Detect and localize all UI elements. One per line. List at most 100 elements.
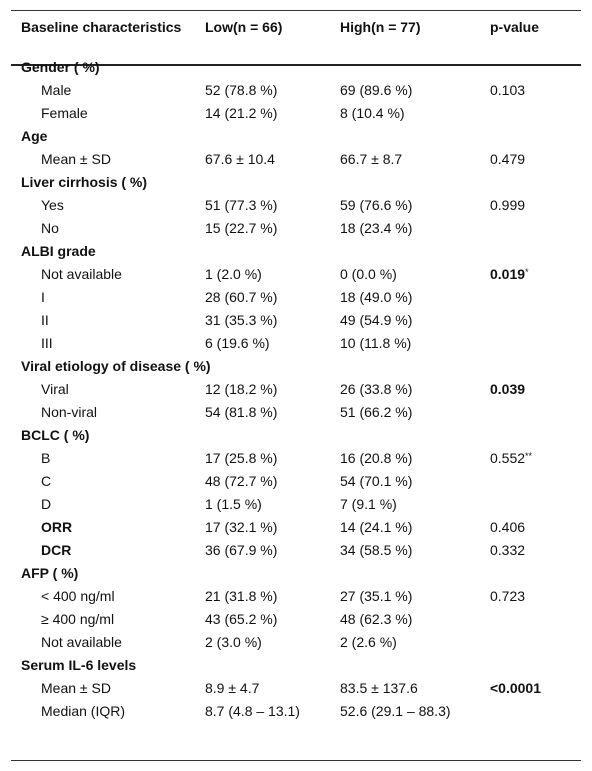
category-row: Liver cirrhosis ( %) — [11, 171, 581, 194]
category-row: BCLC ( %) — [11, 424, 581, 447]
high-value: 54 (70.1 %) — [340, 473, 413, 489]
p-value-cell — [480, 401, 581, 424]
high-value: 16 (20.8 %) — [340, 450, 413, 466]
high-value: 7 (9.1 %) — [340, 496, 397, 512]
table-row: III 6 (19.6 %) 10 (11.8 %) — [11, 332, 581, 355]
high-value: 66.7 ± 8.7 — [340, 151, 403, 167]
row-label: Viral — [41, 381, 69, 397]
p-value-cell — [480, 217, 581, 240]
low-value: 52 (78.8 %) — [205, 82, 278, 98]
category-label: Serum IL-6 levels — [21, 657, 137, 673]
low-value: 54 (81.8 %) — [205, 404, 278, 420]
p-value: 0.479 — [490, 151, 526, 167]
category-label: AFP ( %) — [21, 565, 79, 581]
p-value: 0.039 — [490, 381, 526, 397]
p-value-cell: 0.019* — [480, 263, 581, 286]
p-value-cell — [480, 332, 581, 355]
low-value: 8.9 ± 4.7 — [205, 680, 260, 696]
high-value: 69 (89.6 %) — [340, 82, 413, 98]
p-value: 0.406 — [490, 519, 526, 535]
row-label: C — [41, 473, 52, 489]
row-label: Not available — [41, 266, 122, 282]
category-label: Age — [21, 128, 48, 144]
category-row: Serum IL-6 levels — [11, 654, 581, 677]
table-body: Gender ( %) Male 52 (78.8 %) 69 (89.6 %) 0.1… — [11, 56, 581, 746]
footnote-mark: * — [525, 267, 529, 277]
p-value-cell — [480, 493, 581, 516]
low-value: 51 (77.3 %) — [205, 197, 278, 213]
high-value: 14 (24.1 %) — [340, 519, 413, 535]
p-value: 0.999 — [490, 197, 526, 213]
category-label: BCLC ( %) — [21, 427, 90, 443]
header-rule — [11, 64, 581, 66]
table-row: Not available 2 (3.0 %) 2 (2.6 %) — [11, 631, 581, 654]
p-value-cell — [480, 700, 581, 746]
low-value: 6 (19.6 %) — [205, 335, 270, 351]
low-value: 1 (1.5 %) — [205, 496, 262, 512]
category-row: Age — [11, 125, 581, 148]
high-value: 26 (33.8 %) — [340, 381, 413, 397]
low-value: 2 (3.0 %) — [205, 634, 262, 650]
low-value: 43 (65.2 %) — [205, 611, 278, 627]
p-value-cell: <0.0001 — [480, 677, 581, 700]
high-value: 34 (58.5 %) — [340, 542, 413, 558]
low-value: 48 (72.7 %) — [205, 473, 278, 489]
table-row: < 400 ng/ml 21 (31.8 %) 27 (35.1 %) 0.723 — [11, 585, 581, 608]
high-value: 83.5 ± 137.6 — [340, 680, 418, 696]
header-pvalue: p-value — [490, 19, 540, 35]
high-value: 8 (10.4 %) — [340, 105, 405, 121]
high-value: 0 (0.0 %) — [340, 266, 397, 282]
category-label: Liver cirrhosis ( %) — [21, 174, 148, 190]
low-value: 14 (21.2 %) — [205, 105, 278, 121]
low-value: 17 (25.8 %) — [205, 450, 278, 466]
table-row: Viral 12 (18.2 %) 26 (33.8 %) 0.039 — [11, 378, 581, 401]
p-value-cell — [480, 470, 581, 493]
category-row: Viral etiology of disease ( %) — [11, 355, 581, 378]
table-row: Mean ± SD 67.6 ± 10.4 66.7 ± 8.7 0.479 — [11, 148, 581, 171]
p-value-cell — [480, 309, 581, 332]
row-label: ≥ 400 ng/ml — [41, 611, 115, 627]
row-label: No — [41, 220, 59, 236]
table-row: Not available 1 (2.0 %) 0 (0.0 %) 0.019* — [11, 263, 581, 286]
low-value: 17 (32.1 %) — [205, 519, 278, 535]
row-label: I — [41, 289, 45, 305]
row-label: ORR — [41, 519, 73, 535]
row-label: Non-viral — [41, 404, 98, 420]
table-row: ORR 17 (32.1 %) 14 (24.1 %) 0.406 — [11, 516, 581, 539]
row-label: DCR — [41, 542, 72, 558]
top-rule — [11, 10, 581, 11]
high-value: 27 (35.1 %) — [340, 588, 413, 604]
table-row: Female 14 (21.2 %) 8 (10.4 %) — [11, 102, 581, 125]
p-value: 0.103 — [490, 82, 526, 98]
row-label: Yes — [41, 197, 64, 213]
header-baseline: Baseline characteristics — [21, 19, 182, 35]
low-value: 36 (67.9 %) — [205, 542, 278, 558]
footnote-mark: ** — [525, 451, 533, 461]
header-row: Baseline characteristics Low(n = 66) Hig… — [11, 11, 581, 56]
header-high: High(n = 77) — [340, 19, 421, 35]
row-label: Mean ± SD — [41, 151, 111, 167]
p-value-cell — [480, 608, 581, 631]
row-label: II — [41, 312, 49, 328]
p-value-cell — [480, 286, 581, 309]
table-row: B 17 (25.8 %) 16 (20.8 %) 0.552** — [11, 447, 581, 470]
header-low: Low(n = 66) — [205, 19, 283, 35]
high-value: 18 (23.4 %) — [340, 220, 413, 236]
table-row: Median (IQR) 8.7 (4.8 – 13.1) 52.6 (29.1 –… — [11, 700, 581, 746]
high-value: 10 (11.8 %) — [340, 335, 412, 351]
bottom-rule — [11, 760, 581, 761]
p-value-cell — [480, 631, 581, 654]
low-value: 31 (35.3 %) — [205, 312, 278, 328]
row-label: III — [41, 335, 53, 351]
baseline-characteristics-table: Baseline characteristics Low(n = 66) Hig… — [11, 11, 581, 746]
table-row: Male 52 (78.8 %) 69 (89.6 %) 0.103 — [11, 79, 581, 102]
low-value: 21 (31.8 %) — [205, 588, 278, 604]
row-label: Female — [41, 105, 88, 121]
low-value: 15 (22.7 %) — [205, 220, 278, 236]
high-value: 2 (2.6 %) — [340, 634, 397, 650]
p-value-cell: 0.039 — [480, 378, 581, 401]
p-value: 0.552 — [490, 450, 526, 466]
p-value-cell: 0.999 — [480, 194, 581, 217]
table-row: II 31 (35.3 %) 49 (54.9 %) — [11, 309, 581, 332]
